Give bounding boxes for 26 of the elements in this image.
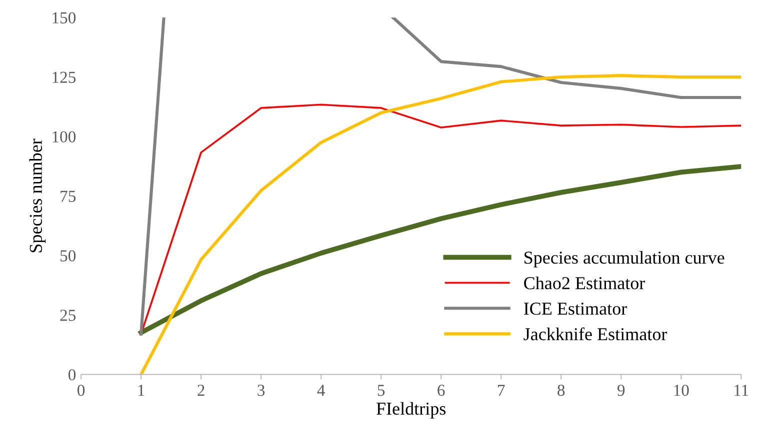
x-tick-label: 3 [258,384,265,396]
y-tick-label: 25 [60,310,76,321]
x-tick-label: 8 [558,384,565,396]
x-axis-title: FIeldtrips [376,402,446,418]
y-axis-title: Species number [29,138,46,252]
y-tick-label: 50 [60,250,76,262]
x-tick-label: 10 [674,384,689,396]
legend-label: ICE Estimator [524,302,627,315]
x-tick-label: 11 [734,384,748,396]
y-tick-label: 0 [68,369,76,380]
legend-label: Species accumulation curve [524,251,724,268]
y-tick-label: 150 [52,12,76,24]
legend-label: Chao2 Estimator [524,276,646,290]
x-tick-label: 1 [138,384,144,396]
x-tick-label: 4 [317,384,325,396]
y-tick-label: 125 [52,72,76,83]
x-tick-label: 7 [498,384,505,396]
x-tick-label: 0 [78,384,85,396]
legend-label: Jackknife Estimator [524,327,668,340]
x-tick-label: 6 [438,384,445,396]
line-series [140,74,742,374]
x-tick-label: 5 [378,384,385,396]
y-tick-label: 100 [52,131,76,142]
x-tick-label: 2 [198,384,204,396]
x-tick-label: 9 [617,384,625,396]
y-tick-label: 75 [60,190,76,202]
